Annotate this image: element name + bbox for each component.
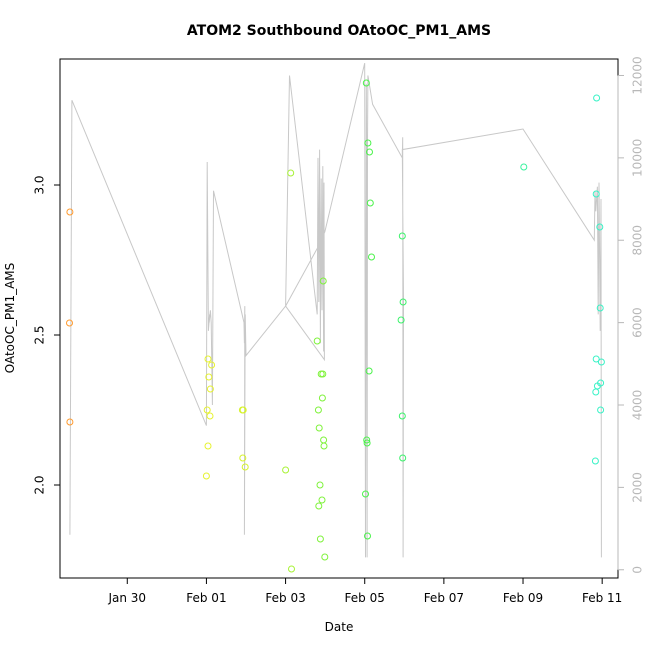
- data-point: [206, 385, 214, 393]
- data-point: [592, 355, 600, 363]
- x-tick-label: Feb 05: [345, 591, 385, 605]
- y-axis-left: 2.0 2.5 3.0: [33, 175, 60, 495]
- data-point: [364, 532, 371, 540]
- series-line: [69, 62, 602, 558]
- y-axis-label: OAtoOC_PM1_AMS: [3, 263, 17, 374]
- data-point: [398, 412, 406, 420]
- data-point: [362, 79, 370, 87]
- data-point: [287, 169, 295, 177]
- data-point: [321, 553, 329, 561]
- data-point: [593, 94, 601, 102]
- data-point: [66, 319, 73, 327]
- data-point: [592, 190, 600, 198]
- data-point: [241, 463, 249, 471]
- x-axis-label: Date: [325, 620, 354, 634]
- data-point: [596, 223, 604, 231]
- data-point: [366, 199, 374, 207]
- x-axis: Jan 30 Feb 01 Feb 03 Feb 05 Feb 07 Feb 09 Feb …: [107, 578, 622, 605]
- y2-tick-label: 2000: [631, 472, 645, 503]
- data-point: [597, 358, 605, 366]
- data-point: [318, 394, 326, 402]
- point-series: [66, 79, 605, 573]
- data-point: [398, 232, 406, 240]
- data-point: [205, 373, 213, 381]
- y2-tick-label: 8000: [631, 225, 645, 256]
- data-point: [363, 436, 371, 444]
- y2-tick-label: 12000: [631, 56, 645, 94]
- data-point: [314, 406, 322, 414]
- data-point: [520, 163, 528, 171]
- data-point: [316, 535, 324, 543]
- y2-tick-label: 6000: [631, 307, 645, 338]
- data-point: [239, 454, 247, 462]
- y-tick-label: 2.5: [33, 325, 47, 344]
- data-point: [596, 304, 604, 312]
- y2-tick-label: 4000: [631, 390, 645, 421]
- x-tick-label: Feb 03: [265, 591, 305, 605]
- x-tick-label: Jan 30: [107, 591, 146, 605]
- data-point: [364, 139, 372, 147]
- data-point: [204, 355, 212, 363]
- data-point: [397, 316, 405, 324]
- chart-title: ATOM2 Southbound OAtoOC_PM1_AMS: [187, 23, 491, 39]
- data-point: [66, 208, 74, 216]
- data-point: [592, 388, 600, 396]
- data-point: [362, 490, 369, 498]
- data-point: [315, 502, 323, 510]
- x-tick-label: Feb 01: [186, 591, 226, 605]
- data-point: [288, 565, 295, 573]
- data-point: [365, 367, 373, 375]
- data-point: [597, 406, 605, 414]
- data-point: [202, 472, 210, 480]
- x-tick-label: Feb 09: [503, 591, 543, 605]
- data-point: [319, 277, 327, 285]
- y-axis-right: 0 2000 4000 6000 8000 10000 12000: [617, 56, 645, 574]
- plot-frame: [59, 58, 619, 579]
- data-point: [320, 436, 328, 444]
- data-point: [399, 298, 407, 306]
- data-point: [318, 496, 326, 504]
- y-tick-label: 2.0: [33, 475, 47, 494]
- grey-series-line: [69, 62, 602, 558]
- data-point: [366, 148, 373, 156]
- data-point: [315, 424, 323, 432]
- data-point: [208, 361, 216, 369]
- data-point: [591, 457, 599, 465]
- x-tick-label: Feb 11: [582, 591, 622, 605]
- data-point: [203, 406, 211, 414]
- data-point: [282, 466, 290, 474]
- plot-area: [59, 58, 619, 579]
- data-point: [313, 337, 321, 345]
- data-point: [239, 406, 247, 414]
- data-point: [320, 442, 328, 450]
- data-point: [206, 412, 214, 420]
- y2-tick-label: 0: [631, 566, 645, 574]
- data-point: [368, 253, 375, 261]
- y2-tick-label: 10000: [631, 139, 645, 177]
- data-point: [316, 481, 324, 489]
- y-tick-label: 3.0: [33, 175, 47, 194]
- x-tick-label: Feb 07: [424, 591, 464, 605]
- data-point: [319, 370, 327, 378]
- data-point: [204, 442, 212, 450]
- data-point: [399, 454, 407, 462]
- data-point: [363, 439, 371, 447]
- data-point: [66, 418, 74, 426]
